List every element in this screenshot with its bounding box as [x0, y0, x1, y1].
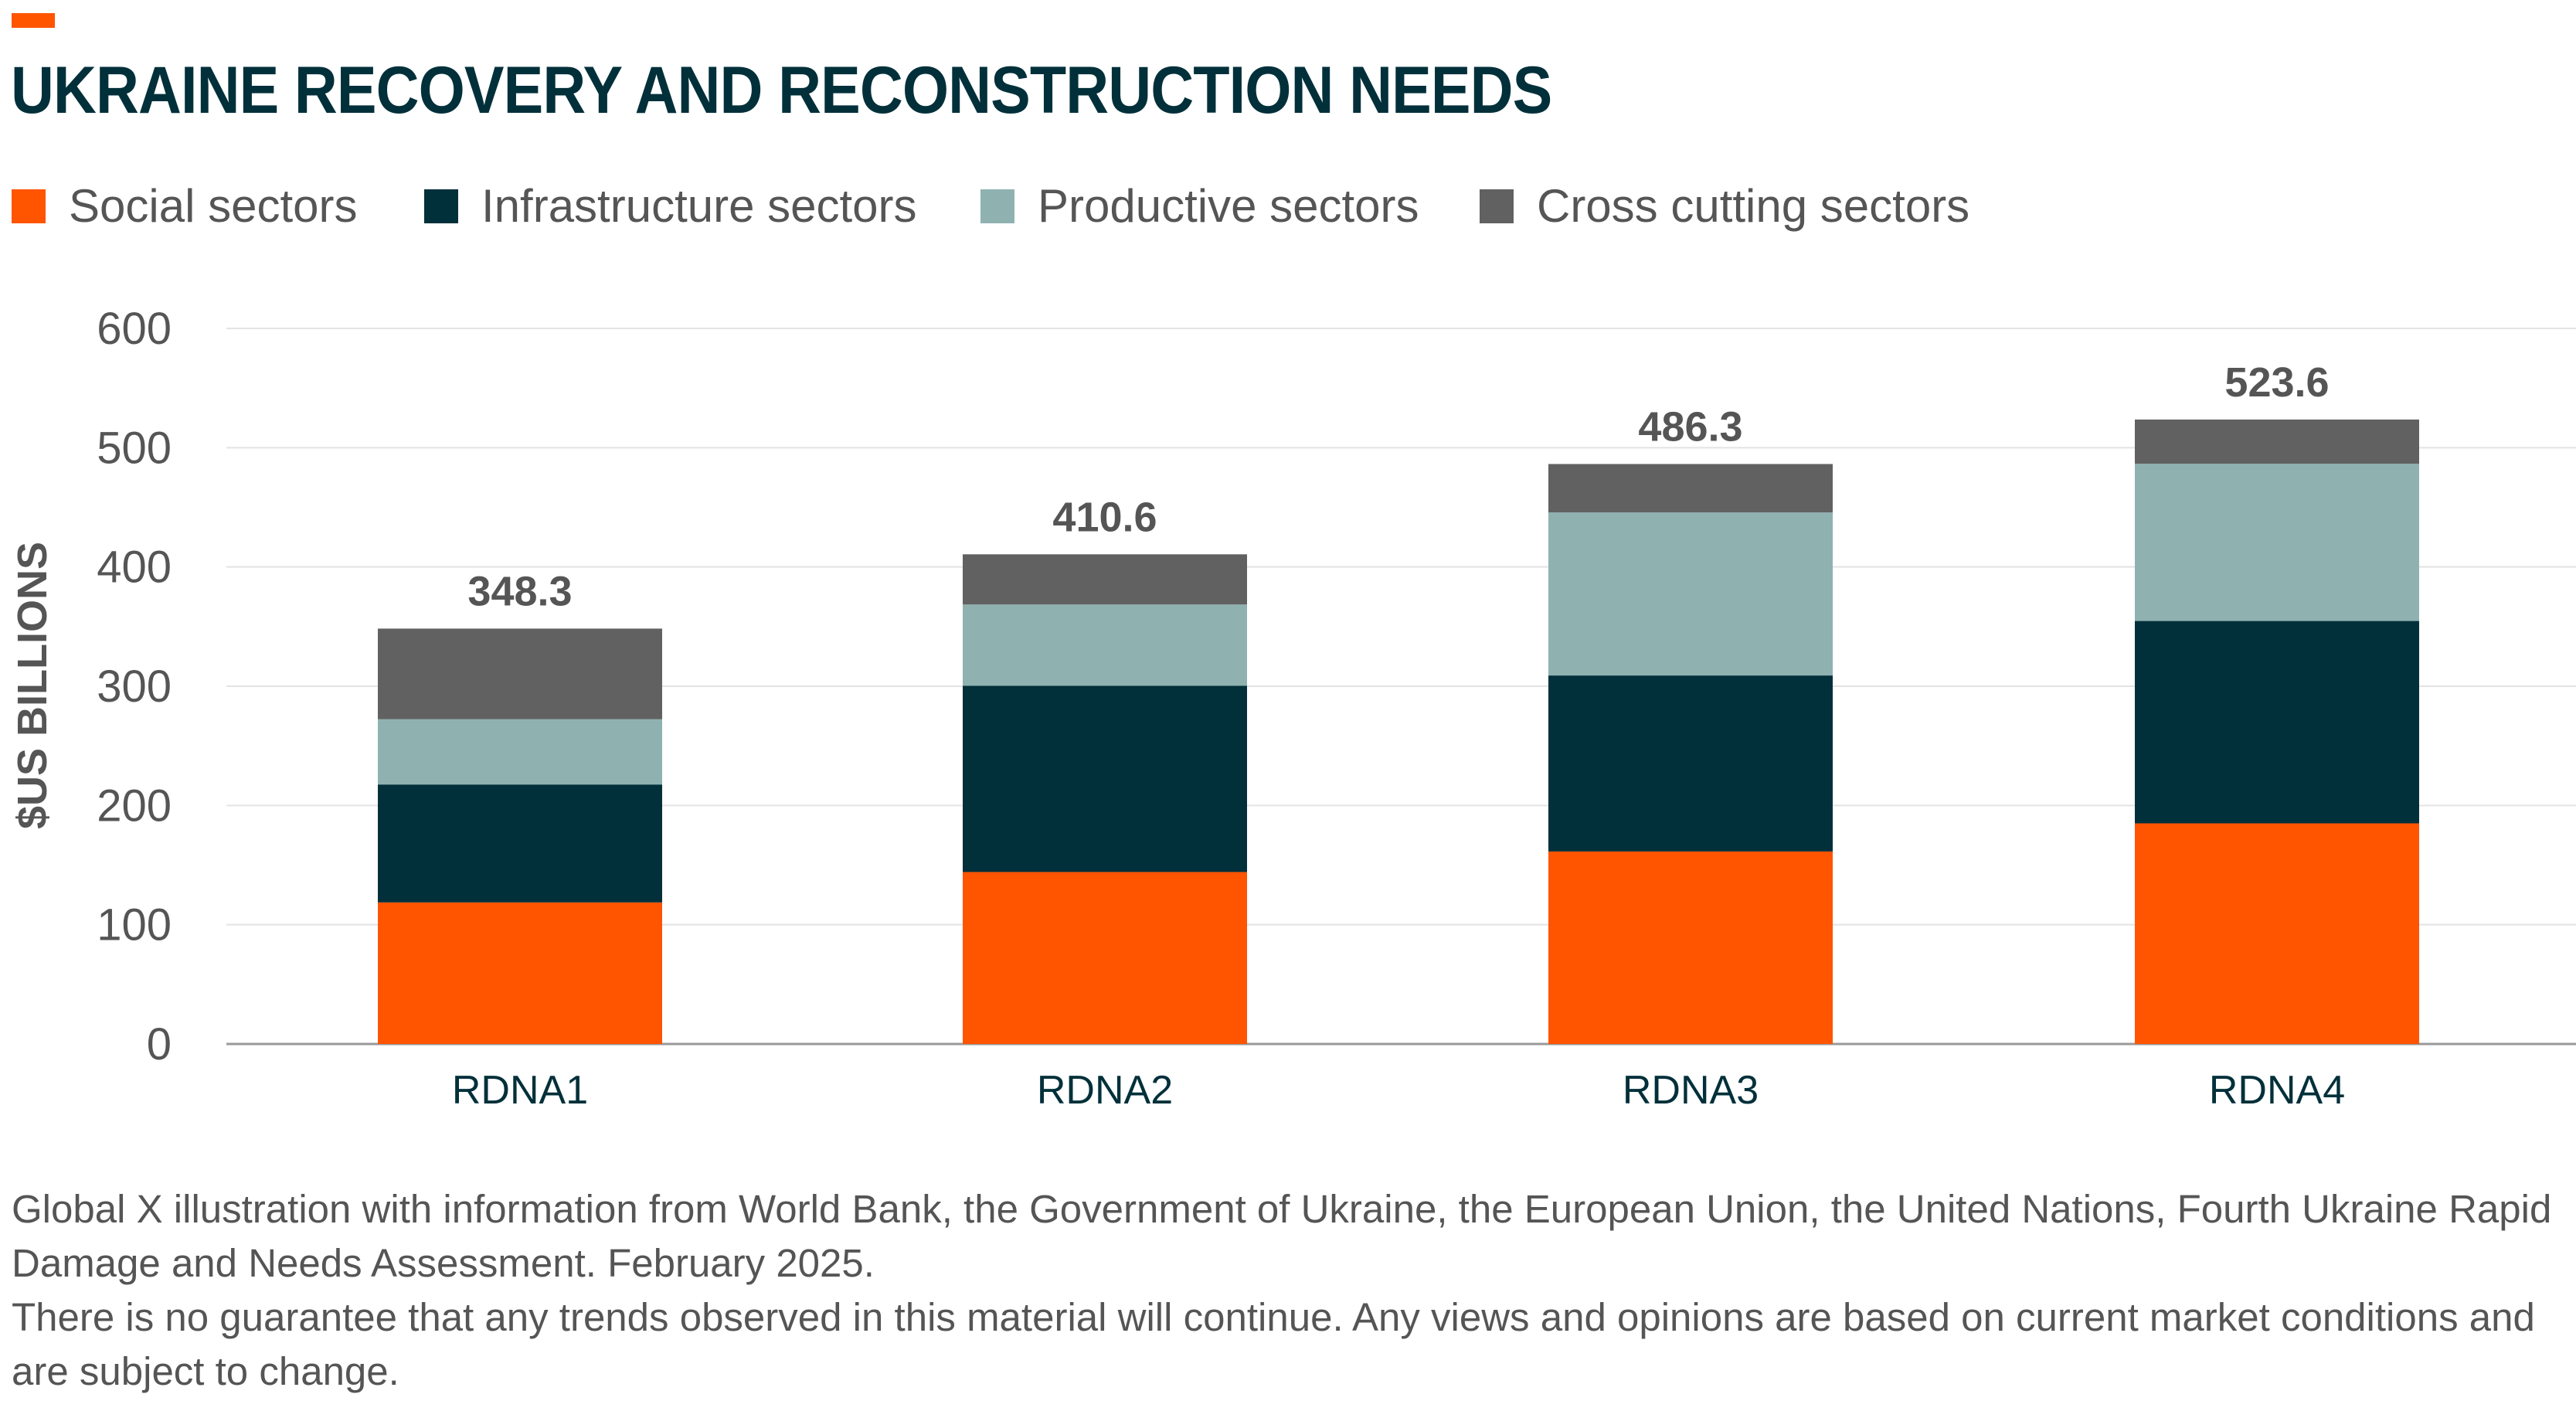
- legend-item-infrastructure: Infrastructure sectors: [424, 179, 917, 233]
- legend-swatch: [12, 189, 46, 223]
- chart-title: UKRAINE RECOVERY AND RECONSTRUCTION NEED…: [11, 53, 1552, 128]
- bar-segment-rdna1-infrastructure: [378, 784, 662, 903]
- x-tick-label: RDNA3: [1623, 1068, 1759, 1113]
- legend-label: Social sectors: [69, 180, 358, 232]
- bar-segment-rdna3-productive: [1548, 512, 1833, 676]
- x-tick-label: RDNA1: [452, 1068, 588, 1113]
- bar-segment-rdna2-infrastructure: [963, 685, 1247, 872]
- footnote: Global X illustration with information f…: [12, 1182, 2561, 1399]
- bar-segment-rdna1-social: [378, 902, 662, 1044]
- legend-label: Cross cutting sectors: [1537, 180, 1970, 232]
- footnote-source: Global X illustration with information f…: [12, 1187, 2552, 1285]
- y-tick-label: 100: [97, 900, 172, 950]
- y-tick-label: 0: [147, 1019, 172, 1069]
- legend-label: Productive sectors: [1038, 180, 1419, 232]
- x-tick-label: RDNA4: [2209, 1068, 2345, 1113]
- legend-item-productive: Productive sectors: [980, 179, 1419, 233]
- y-tick-label: 500: [97, 423, 172, 473]
- bar-segment-rdna2-social: [963, 872, 1247, 1044]
- bar-segment-rdna3-social: [1548, 851, 1833, 1044]
- legend-item-cross-cutting: Cross cutting sectors: [1480, 179, 1969, 233]
- bar-segment-rdna1-productive: [378, 719, 662, 785]
- legend-label: Infrastructure sectors: [481, 180, 917, 232]
- legend-swatch: [1480, 189, 1514, 223]
- accent-bar: [12, 13, 55, 28]
- total-label: 348.3: [467, 568, 572, 614]
- bar-segment-rdna3-infrastructure: [1548, 675, 1833, 852]
- bar-segment-rdna4-productive: [2135, 464, 2419, 621]
- total-label: 410.6: [1052, 494, 1157, 540]
- bar-segment-rdna3-cross: [1548, 464, 1833, 513]
- bar-segment-rdna2-cross: [963, 554, 1247, 605]
- y-tick-label: 600: [97, 304, 172, 354]
- bar-segment-rdna4-cross: [2135, 419, 2419, 464]
- y-axis-label: $US BILLIONS: [9, 542, 56, 829]
- y-tick-label: 300: [97, 661, 172, 712]
- bar-segment-rdna4-social: [2135, 823, 2419, 1044]
- total-label: 486.3: [1638, 403, 1742, 450]
- x-tick-label: RDNA2: [1037, 1068, 1173, 1113]
- bar-segment-rdna4-infrastructure: [2135, 621, 2419, 824]
- legend-swatch: [424, 189, 458, 223]
- total-label: 523.6: [2224, 359, 2329, 406]
- bar-segment-rdna1-cross: [378, 628, 662, 719]
- bar-segment-rdna2-productive: [963, 604, 1247, 686]
- legend-item-social: Social sectors: [12, 179, 357, 233]
- y-tick-label: 200: [97, 780, 172, 831]
- y-tick-label: 400: [97, 542, 172, 593]
- legend-swatch: [980, 189, 1014, 223]
- footnote-disclaimer: There is no guarantee that any trends ob…: [12, 1295, 2535, 1393]
